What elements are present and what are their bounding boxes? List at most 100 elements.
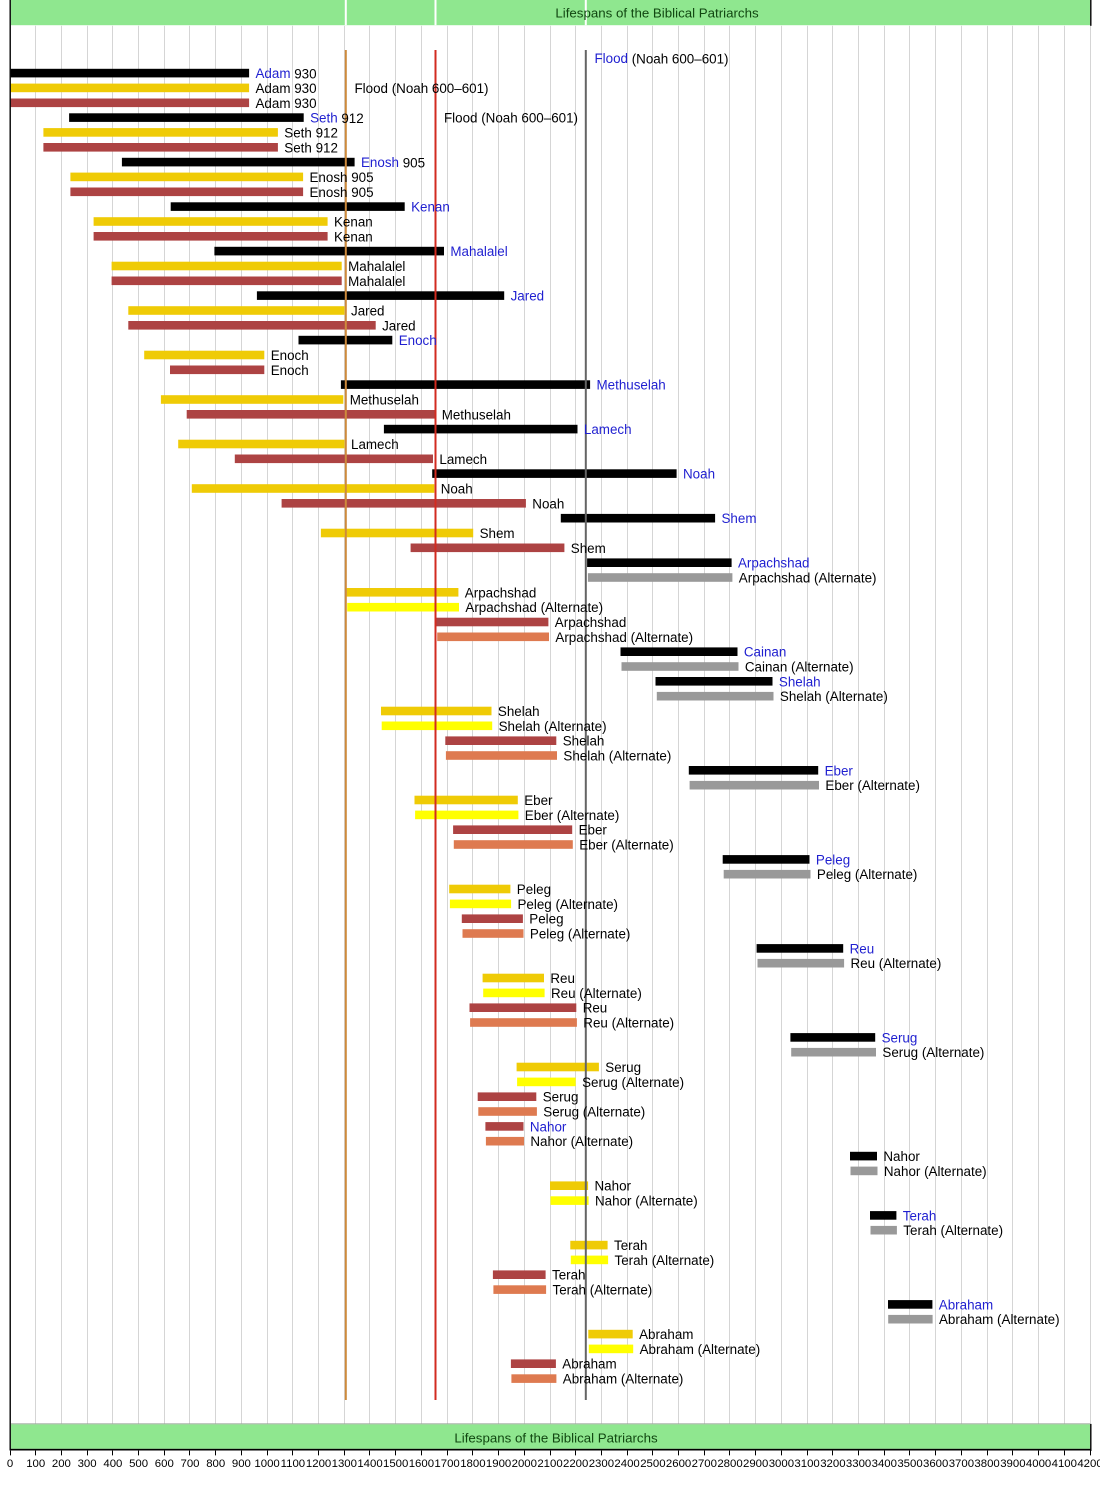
svg-text:2400: 2400: [614, 1458, 639, 1470]
svg-text:Shelah: Shelah: [563, 734, 605, 749]
svg-text:Cainan (Alternate): Cainan (Alternate): [745, 660, 854, 675]
svg-text:Flood (Noah 600–601): Flood (Noah 600–601): [595, 51, 729, 66]
svg-text:Terah (Alternate): Terah (Alternate): [553, 1283, 653, 1298]
svg-text:1300: 1300: [332, 1458, 357, 1470]
svg-text:2000: 2000: [512, 1458, 537, 1470]
svg-text:Terah: Terah: [903, 1208, 937, 1223]
svg-text:1100: 1100: [281, 1458, 306, 1470]
svg-text:Shelah: Shelah: [498, 704, 540, 719]
svg-text:Terah (Alternate): Terah (Alternate): [615, 1253, 715, 1268]
svg-text:Shelah (Alternate): Shelah (Alternate): [563, 749, 671, 764]
svg-text:Eber (Alternate): Eber (Alternate): [579, 838, 674, 853]
svg-text:Seth 912: Seth 912: [284, 125, 338, 140]
svg-text:1800: 1800: [460, 1458, 485, 1470]
svg-text:Peleg: Peleg: [517, 882, 551, 897]
svg-text:Mahalalel: Mahalalel: [348, 259, 405, 274]
svg-text:Peleg (Alternate): Peleg (Alternate): [518, 897, 618, 912]
svg-text:Arpachshad: Arpachshad: [738, 556, 809, 571]
svg-text:2100: 2100: [537, 1458, 562, 1470]
svg-text:Eber (Alternate): Eber (Alternate): [525, 808, 620, 823]
svg-text:4100: 4100: [1052, 1458, 1077, 1470]
svg-text:Reu: Reu: [550, 971, 575, 986]
svg-text:Enosh 905: Enosh 905: [310, 185, 374, 200]
svg-text:Lifespans of the Biblical Patr: Lifespans of the Biblical Patriarchs: [555, 6, 759, 21]
svg-text:3100: 3100: [794, 1458, 819, 1470]
svg-text:Enosh 905: Enosh 905: [361, 155, 425, 170]
svg-text:Methuselah: Methuselah: [350, 393, 419, 408]
svg-text:Noah: Noah: [441, 482, 473, 497]
svg-text:1700: 1700: [434, 1458, 459, 1470]
svg-text:Kenan: Kenan: [334, 229, 373, 244]
svg-text:300: 300: [78, 1458, 97, 1470]
svg-text:2700: 2700: [692, 1458, 717, 1470]
svg-text:2200: 2200: [563, 1458, 588, 1470]
svg-text:Enoch: Enoch: [399, 333, 437, 348]
svg-text:Peleg (Alternate): Peleg (Alternate): [530, 927, 630, 942]
svg-text:Mahalalel: Mahalalel: [450, 244, 507, 259]
svg-text:Arpachshad (Alternate): Arpachshad (Alternate): [555, 630, 693, 645]
svg-text:Nahor: Nahor: [530, 1119, 567, 1134]
svg-text:3000: 3000: [769, 1458, 794, 1470]
svg-text:2300: 2300: [589, 1458, 614, 1470]
svg-text:3200: 3200: [820, 1458, 845, 1470]
svg-text:Arpachshad (Alternate): Arpachshad (Alternate): [739, 571, 877, 586]
svg-text:Enoch: Enoch: [271, 363, 309, 378]
svg-text:900: 900: [232, 1458, 251, 1470]
svg-text:Jared: Jared: [511, 289, 544, 304]
svg-text:Terah (Alternate): Terah (Alternate): [903, 1223, 1003, 1238]
svg-text:Serug: Serug: [543, 1090, 579, 1105]
svg-text:700: 700: [180, 1458, 199, 1470]
svg-text:Reu: Reu: [583, 1001, 608, 1016]
svg-text:3900: 3900: [1000, 1458, 1025, 1470]
svg-text:Reu (Alternate): Reu (Alternate): [551, 986, 642, 1001]
svg-text:Eber (Alternate): Eber (Alternate): [825, 778, 920, 793]
svg-text:Jared: Jared: [351, 304, 385, 319]
svg-text:400: 400: [103, 1458, 122, 1470]
svg-text:Adam 930: Adam 930: [256, 66, 317, 81]
svg-text:Shelah (Alternate): Shelah (Alternate): [499, 719, 607, 734]
svg-text:500: 500: [129, 1458, 148, 1470]
svg-text:Serug: Serug: [882, 1030, 918, 1045]
svg-text:Terah: Terah: [552, 1268, 586, 1283]
svg-text:Nahor (Alternate): Nahor (Alternate): [530, 1134, 633, 1149]
svg-text:3400: 3400: [872, 1458, 897, 1470]
svg-text:Reu (Alternate): Reu (Alternate): [851, 956, 942, 971]
svg-text:1500: 1500: [383, 1458, 408, 1470]
svg-text:1000: 1000: [254, 1458, 279, 1470]
svg-text:Shem: Shem: [722, 511, 757, 526]
svg-text:Enosh 905: Enosh 905: [310, 170, 374, 185]
svg-text:Flood (Noah 600–601): Flood (Noah 600–601): [444, 111, 578, 126]
svg-text:Abraham: Abraham: [939, 1297, 993, 1312]
svg-text:2900: 2900: [743, 1458, 768, 1470]
svg-text:Jared: Jared: [382, 318, 416, 333]
svg-text:Serug (Alternate): Serug (Alternate): [882, 1045, 984, 1060]
svg-text:Abraham (Alternate): Abraham (Alternate): [939, 1312, 1060, 1327]
svg-text:3500: 3500: [897, 1458, 922, 1470]
svg-text:2500: 2500: [640, 1458, 665, 1470]
svg-text:Nahor: Nahor: [883, 1149, 920, 1164]
svg-text:Lamech: Lamech: [439, 452, 487, 467]
svg-text:Methuselah: Methuselah: [597, 378, 666, 393]
svg-text:3800: 3800: [974, 1458, 999, 1470]
svg-text:Lamech: Lamech: [351, 437, 399, 452]
svg-text:Abraham: Abraham: [639, 1327, 693, 1342]
svg-text:Peleg: Peleg: [529, 912, 563, 927]
svg-text:1200: 1200: [306, 1458, 331, 1470]
svg-text:4000: 4000: [1026, 1458, 1051, 1470]
svg-text:Cainan: Cainan: [744, 645, 786, 660]
svg-text:Eber: Eber: [579, 823, 608, 838]
svg-text:200: 200: [52, 1458, 71, 1470]
svg-text:1600: 1600: [409, 1458, 434, 1470]
svg-text:Lifespans of the Biblical Patr: Lifespans of the Biblical Patriarchs: [454, 1431, 658, 1446]
svg-text:1900: 1900: [486, 1458, 511, 1470]
svg-text:Seth 912: Seth 912: [284, 140, 338, 155]
svg-text:Shem: Shem: [480, 526, 515, 541]
svg-text:Adam 930: Adam 930: [256, 96, 317, 111]
svg-text:Abraham (Alternate): Abraham (Alternate): [640, 1342, 761, 1357]
svg-text:Seth 912: Seth 912: [310, 111, 364, 126]
svg-text:Abraham: Abraham: [562, 1357, 616, 1372]
svg-text:Shelah: Shelah: [779, 674, 821, 689]
svg-text:Arpachshad (Alternate): Arpachshad (Alternate): [465, 600, 603, 615]
svg-text:Nahor: Nahor: [595, 1179, 632, 1194]
svg-text:Enoch: Enoch: [271, 348, 309, 363]
